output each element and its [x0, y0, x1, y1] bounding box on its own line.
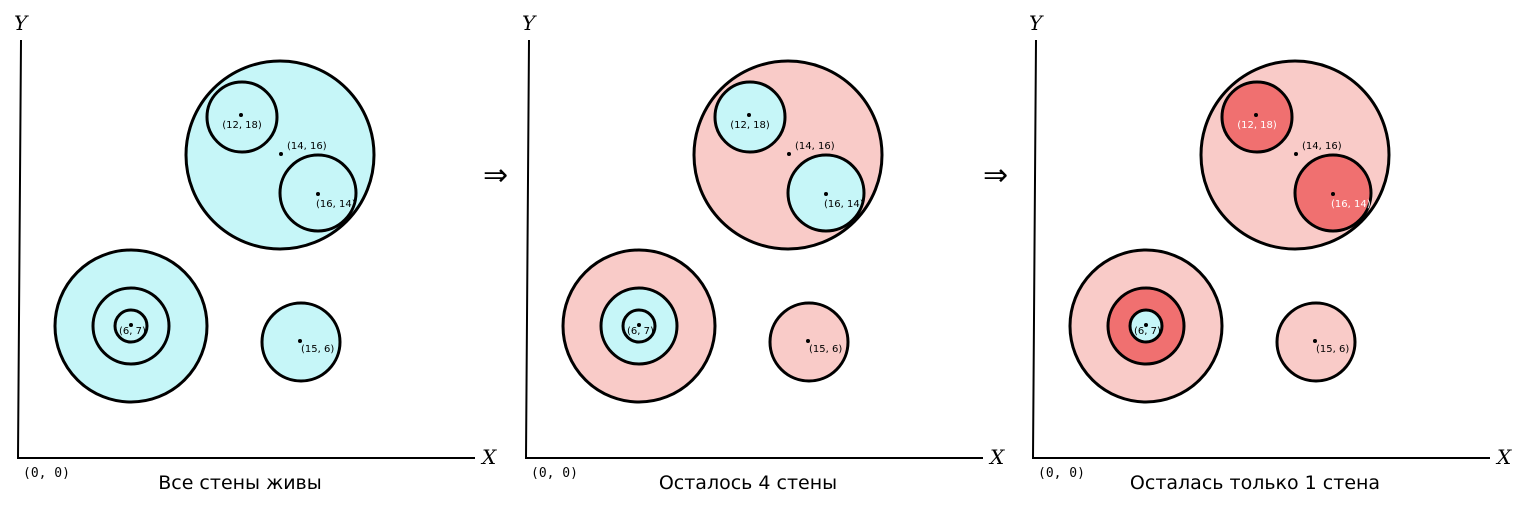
- center-point: [747, 113, 751, 117]
- center-coord-label: (12, 18): [730, 120, 770, 131]
- center-coord-label: (14, 16): [795, 141, 835, 152]
- center-coord-label: (16, 14): [824, 199, 864, 210]
- wall-circle-inner-a: [1220, 80, 1294, 154]
- center-point: [1144, 323, 1148, 327]
- center-point: [806, 339, 810, 343]
- center-point: [787, 152, 791, 156]
- transition-arrow: ⇒: [483, 158, 508, 193]
- center-point: [1294, 152, 1298, 156]
- origin-label: (0, 0): [531, 466, 578, 481]
- axes: [16, 39, 475, 459]
- axes: [524, 39, 983, 459]
- center-point: [637, 323, 641, 327]
- center-coord-label: (6, 7): [627, 326, 654, 337]
- center-point: [279, 152, 283, 156]
- center-point: [824, 192, 828, 196]
- x-axis-label: X: [988, 445, 1005, 469]
- panel-caption: Осталась только 1 стена: [1130, 472, 1380, 494]
- panel-caption: Все стены живы: [158, 472, 322, 494]
- origin-label: (0, 0): [23, 466, 70, 481]
- center-point: [129, 323, 133, 327]
- y-axis-label: Y: [1029, 11, 1044, 35]
- panel-1: Y X (0, 0) (12, 18) (14, 16) (16, 14) (6, 7) (1…: [14, 11, 497, 494]
- axes: [1031, 39, 1490, 459]
- center-coord-label: (15, 6): [301, 344, 334, 355]
- x-axis-label: X: [1495, 445, 1512, 469]
- origin-label: (0, 0): [1038, 466, 1085, 481]
- center-point: [1254, 113, 1258, 117]
- center-point: [298, 339, 302, 343]
- center-coord-label: (12, 18): [1237, 120, 1277, 131]
- center-point: [1313, 339, 1317, 343]
- center-coord-label: (6, 7): [119, 326, 146, 337]
- wall-circle-inner-a: [713, 80, 787, 154]
- panel-caption: Осталось 4 стены: [659, 472, 837, 494]
- center-coord-label: (16, 14): [316, 199, 356, 210]
- y-axis-label: Y: [522, 11, 537, 35]
- center-coord-label: (14, 16): [1302, 141, 1342, 152]
- center-coord-label: (15, 6): [809, 344, 842, 355]
- center-point: [239, 113, 243, 117]
- panel-3: Y X (0, 0) (12, 18) (14, 16) (16, 14) (6, 7) (1…: [1029, 11, 1512, 494]
- wall-circle-inner-a: [205, 80, 279, 154]
- x-axis-label: X: [480, 445, 497, 469]
- center-point: [316, 192, 320, 196]
- center-coord-label: (6, 7): [1134, 326, 1161, 337]
- transition-arrow: ⇒: [983, 158, 1008, 193]
- center-point: [1331, 192, 1335, 196]
- center-coord-label: (15, 6): [1316, 344, 1349, 355]
- panel-2: Y X (0, 0) (12, 18) (14, 16) (16, 14) (6, 7) (1…: [522, 11, 1005, 494]
- y-axis-label: Y: [14, 11, 29, 35]
- center-coord-label: (12, 18): [222, 120, 262, 131]
- center-coord-label: (14, 16): [287, 141, 327, 152]
- center-coord-label: (16, 14): [1331, 199, 1371, 210]
